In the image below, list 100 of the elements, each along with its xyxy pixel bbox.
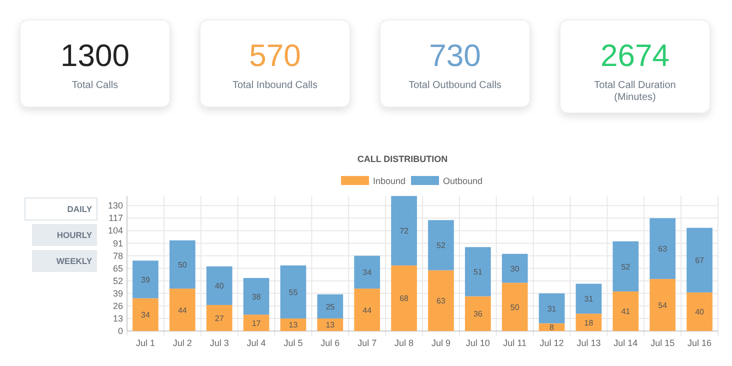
bar <box>280 265 306 318</box>
x-tick-label: Jul 13 <box>576 338 601 348</box>
data-label: 25 <box>326 302 336 312</box>
tab-button: HOURLY <box>32 224 97 246</box>
y-tick-label: 0 <box>118 326 123 336</box>
bar <box>650 218 676 279</box>
data-label: 40 <box>695 308 705 317</box>
tab-button: DAILY <box>24 198 98 220</box>
text: Total Calls <box>72 80 118 91</box>
bar <box>354 256 380 289</box>
x-tick-label: Jul 3 <box>210 338 229 348</box>
y-tick-label: 117 <box>108 213 123 224</box>
data-label: 13 <box>326 320 336 330</box>
bar <box>132 260 158 298</box>
bar <box>576 284 602 314</box>
text: Total Call Duration (Minutes) <box>594 80 676 103</box>
x-tick-label: Jul 9 <box>431 338 450 348</box>
bar <box>428 220 454 270</box>
data-label: 67 <box>695 256 705 266</box>
data-label: 31 <box>547 304 557 314</box>
data-label: 8 <box>550 323 555 332</box>
tab-button: WEEKLY <box>32 250 97 272</box>
bar <box>317 294 344 318</box>
y-tick-label: 91 <box>112 238 123 248</box>
data-label: 44 <box>362 306 372 315</box>
y-tick-label: 104 <box>108 226 123 236</box>
data-label: 34 <box>141 310 150 320</box>
x-tick-label: Jul 11 <box>503 338 527 348</box>
x-tick-label: Jul 12 <box>540 338 564 348</box>
data-label: 34 <box>362 268 372 278</box>
bar <box>464 296 491 331</box>
bar <box>243 278 270 315</box>
bar <box>206 304 232 331</box>
bar <box>538 293 565 324</box>
bar <box>169 240 196 289</box>
x-tick-label: Jul 4 <box>246 338 266 348</box>
data-label: 27 <box>214 314 224 323</box>
data-label: 41 <box>621 307 631 316</box>
data-label: 68 <box>400 294 410 304</box>
chart-title: CALL DISTRIBUTION <box>357 154 448 164</box>
x-tick-label: Jul 6 <box>320 338 340 348</box>
data-label: 39 <box>141 275 150 284</box>
data-label: 52 <box>436 241 446 250</box>
data-label: 13 <box>288 320 298 330</box>
x-tick-label: Jul 1 <box>136 338 155 348</box>
data-label: 44 <box>178 306 188 315</box>
x-tick-label: Jul 16 <box>688 338 712 348</box>
bar <box>464 247 491 296</box>
data-label: 51 <box>473 268 483 277</box>
legend-label: Inbound <box>373 176 406 186</box>
y-tick-label: 65 <box>112 263 123 274</box>
data-label: 17 <box>252 318 262 328</box>
y-tick-label: 26 <box>112 300 123 311</box>
data-label: 54 <box>658 300 668 310</box>
data-label: 18 <box>584 318 594 328</box>
bar <box>243 314 270 331</box>
bar <box>428 270 454 331</box>
bar <box>686 292 712 331</box>
data-label: 63 <box>436 296 446 306</box>
data-label: 72 <box>400 226 410 236</box>
data-label: 31 <box>584 294 594 304</box>
x-tick-label: Jul 5 <box>284 338 303 348</box>
bar <box>317 318 344 331</box>
x-tick-label: Jul 2 <box>172 338 192 348</box>
bar <box>169 288 196 331</box>
text: Total Outbound Calls <box>408 80 502 91</box>
bar <box>576 314 602 331</box>
text: 570 <box>249 38 301 73</box>
data-label: 40 <box>214 282 224 291</box>
x-tick-label: Jul 8 <box>394 338 414 348</box>
y-tick-label: 39 <box>112 288 123 298</box>
data-label: 36 <box>473 310 483 319</box>
y-tick-label: 13 <box>112 313 123 324</box>
text: 730 <box>429 38 481 73</box>
bar <box>280 318 306 331</box>
data-label: 30 <box>510 264 520 274</box>
bar <box>132 298 158 331</box>
data-label: 38 <box>252 292 262 302</box>
bar <box>354 288 380 331</box>
y-tick-label: 78 <box>112 250 123 261</box>
bar <box>502 254 528 283</box>
bar <box>612 241 639 292</box>
bar <box>686 228 712 292</box>
data-label: 50 <box>510 302 520 312</box>
text: 2674 <box>600 38 670 73</box>
y-tick-label: 130 <box>108 200 123 211</box>
data-label: 52 <box>621 262 631 272</box>
legend-label: Outbound <box>443 176 483 186</box>
x-tick-label: Jul 14 <box>614 338 638 348</box>
x-tick-label: Jul 7 <box>358 338 377 348</box>
bar <box>612 291 639 331</box>
bar <box>391 196 417 266</box>
y-tick-label: 52 <box>112 276 123 286</box>
data-label: 63 <box>658 244 668 254</box>
data-label: 50 <box>178 260 188 270</box>
text: Total Inbound Calls <box>232 80 318 91</box>
bar <box>502 282 528 331</box>
bar <box>391 265 417 331</box>
text: 1300 <box>60 38 130 73</box>
data-label: 55 <box>288 288 298 297</box>
